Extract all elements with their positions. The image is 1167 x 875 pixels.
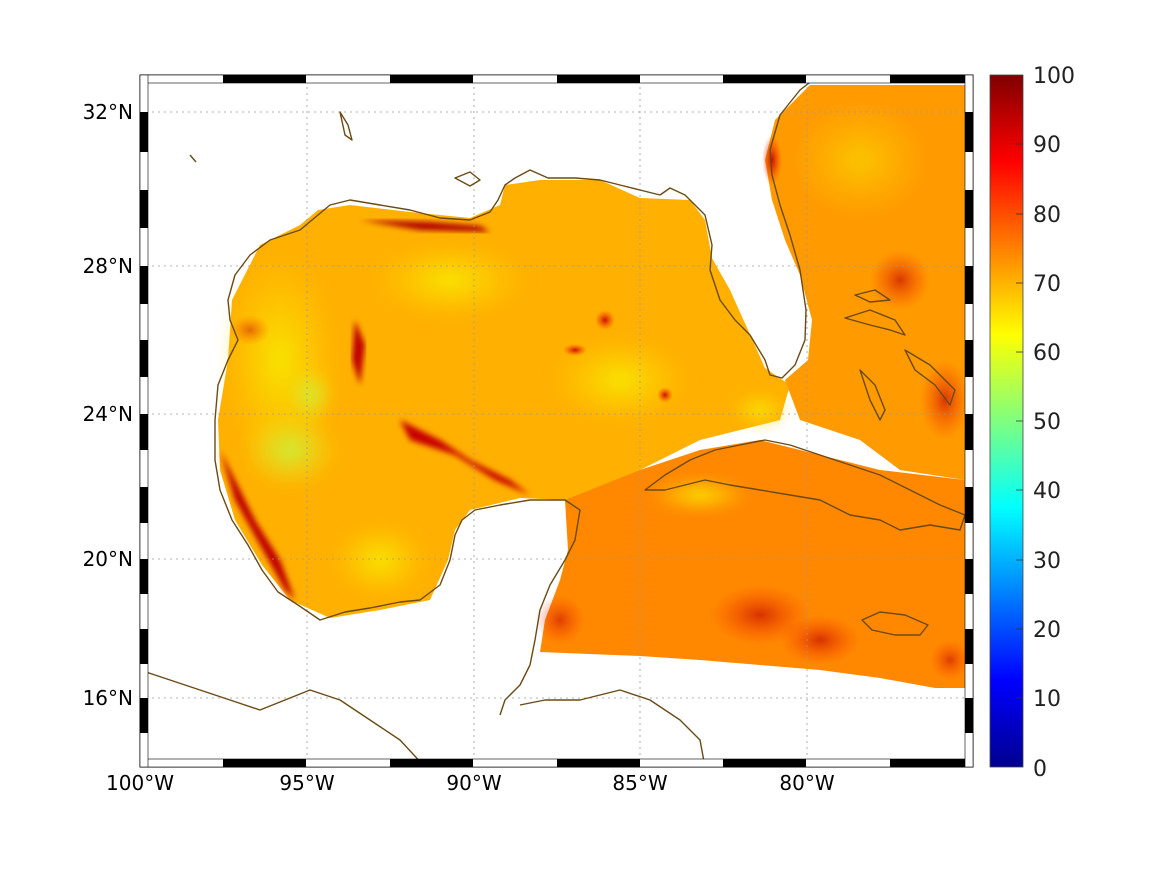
latitude-labels: 32°N 28°N 24°N 20°N 16°N (83, 100, 133, 710)
colorbar-label: 10 (1033, 687, 1061, 712)
lat-label: 24°N (83, 402, 133, 426)
colorbar-label: 30 (1033, 549, 1061, 574)
louisiana-islands (189, 111, 481, 187)
coastlines (140, 75, 966, 767)
cuba-coastline (644, 439, 966, 531)
gulf-coastline (214, 75, 819, 716)
caribbean-field (540, 440, 965, 688)
colorbar-label: 100 (1033, 64, 1075, 89)
lat-label: 32°N (83, 100, 133, 124)
colorbar-label: 80 (1033, 203, 1061, 228)
lon-label: 80°W (779, 771, 834, 795)
lon-label: 85°W (612, 771, 667, 795)
colorbar-label: 60 (1033, 341, 1061, 366)
colorbar-label: 40 (1033, 479, 1061, 504)
bahamas-islands (844, 289, 956, 421)
lat-label: 20°N (83, 547, 133, 571)
lat-label: 16°N (83, 686, 133, 710)
gulf-field (218, 180, 790, 618)
lon-label: 90°W (446, 771, 501, 795)
colorbar-label: 0 (1033, 757, 1047, 782)
colorbar-ticks (1016, 143, 1023, 699)
colorbar-label: 70 (1033, 272, 1061, 297)
colorbar: 100 90 80 70 60 50 40 30 20 10 0 (989, 64, 1075, 782)
colorbar-label: 50 (1033, 410, 1061, 435)
map-frame (139, 74, 974, 768)
data-field (218, 85, 970, 688)
longitude-labels: 100°W 95°W 90°W 85°W 80°W (106, 771, 835, 795)
jamaica-coastline (861, 611, 929, 636)
honduras-coast (519, 689, 706, 767)
colorbar-label: 90 (1033, 133, 1061, 158)
colorbar-label: 20 (1033, 618, 1061, 643)
lon-label: 100°W (106, 771, 174, 795)
lat-label: 28°N (83, 254, 133, 278)
central-america-coast (140, 669, 426, 767)
lon-label: 95°W (279, 771, 334, 795)
